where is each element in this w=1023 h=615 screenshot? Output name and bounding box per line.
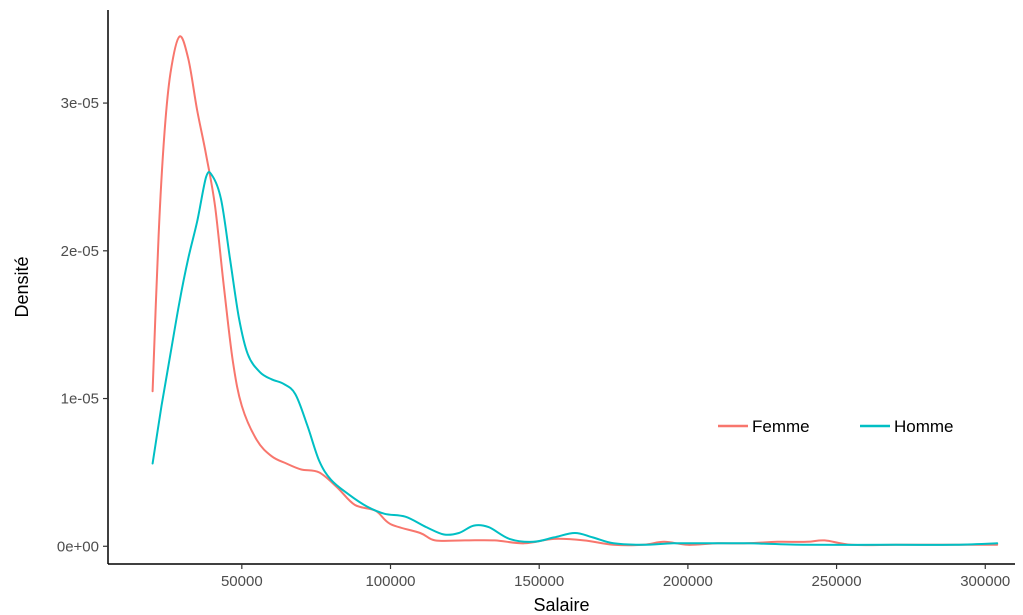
series-line-femme xyxy=(151,35,999,547)
legend: Femme Homme xyxy=(718,417,954,436)
y-ticks: 0e+00 1e-05 2e-05 3e-05 xyxy=(57,95,108,555)
x-ticks: 50000 100000 150000 200000 250000 300000 xyxy=(221,564,1010,590)
x-tick-label: 100000 xyxy=(365,573,415,590)
x-tick-label: 150000 xyxy=(514,573,564,590)
x-tick-label: 200000 xyxy=(663,573,713,590)
series-layer xyxy=(151,35,999,547)
legend-label-homme: Homme xyxy=(894,417,954,436)
y-tick-label: 2e-05 xyxy=(61,243,99,260)
series-line-homme xyxy=(151,170,999,546)
x-tick-label: 50000 xyxy=(221,573,263,590)
legend-label-femme: Femme xyxy=(752,417,810,436)
x-tick-label: 250000 xyxy=(812,573,862,590)
y-tick-label: 1e-05 xyxy=(61,391,99,408)
y-axis-title: Densité xyxy=(12,256,32,317)
axes: 50000 100000 150000 200000 250000 300000 0e+0… xyxy=(57,10,1015,590)
y-tick-label: 3e-05 xyxy=(61,95,99,112)
y-tick-label: 0e+00 xyxy=(57,538,99,555)
x-tick-label: 300000 xyxy=(960,573,1010,590)
x-axis-title: Salaire xyxy=(533,595,589,615)
